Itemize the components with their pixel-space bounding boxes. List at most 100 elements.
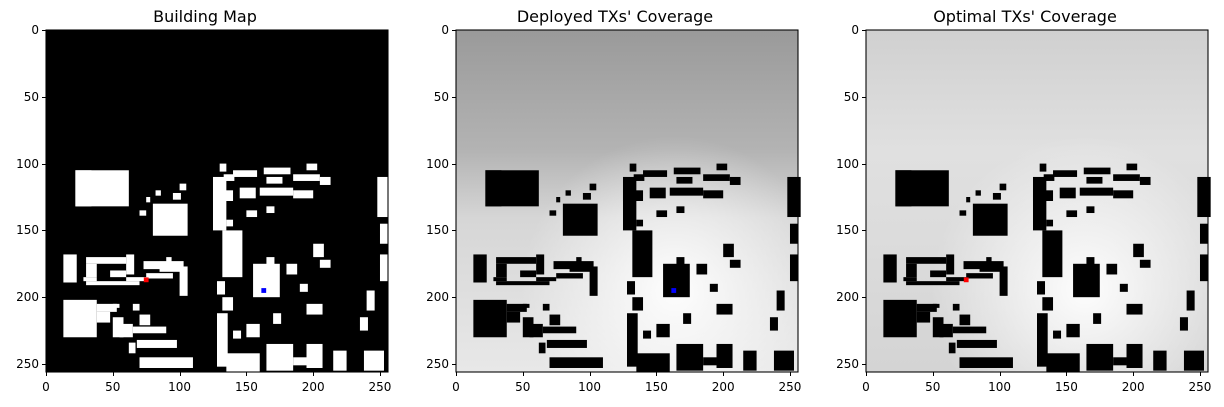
- x-tick-label: 0: [42, 380, 50, 394]
- building-cell: [676, 176, 693, 184]
- building-cell: [1113, 357, 1127, 366]
- x-tick-label: 150: [1054, 380, 1078, 394]
- building-cell: [627, 281, 636, 295]
- building-cell: [975, 190, 981, 196]
- building-cell: [63, 254, 77, 283]
- x-tick-label: 250: [1188, 380, 1212, 394]
- building-cell: [776, 290, 785, 311]
- building-cell: [906, 263, 917, 278]
- building-cell: [773, 350, 794, 371]
- building-cell: [217, 313, 228, 367]
- x-tick-label: 150: [644, 380, 668, 394]
- panel-title: Building Map: [153, 7, 257, 26]
- building-cell: [166, 257, 172, 263]
- plot-area: [45, 29, 391, 373]
- building-cell: [1113, 174, 1140, 181]
- building-cell: [629, 163, 637, 172]
- building-cell: [589, 266, 598, 296]
- y-tick-label: 200: [426, 290, 449, 305]
- building-cell: [485, 170, 502, 207]
- building-cell: [493, 277, 507, 282]
- building-cell: [979, 267, 1007, 272]
- building-cell: [520, 270, 537, 278]
- building-cell: [86, 281, 140, 286]
- building-cell: [506, 311, 521, 323]
- building-cell: [239, 187, 256, 199]
- deployed-coverage-image: [455, 29, 801, 373]
- building-cell: [116, 176, 128, 188]
- axes-frame: [865, 29, 1209, 373]
- building-cell: [1153, 350, 1167, 371]
- building-cell: [1126, 303, 1143, 315]
- building-cell: [549, 357, 603, 368]
- building-cell: [556, 196, 561, 203]
- y-tick-label: 0: [31, 23, 39, 37]
- building-cell: [1179, 317, 1188, 331]
- x-tick-mark: [522, 372, 524, 376]
- building-cell: [895, 170, 912, 207]
- x-tick-label: 50: [925, 380, 941, 394]
- building-cell: [259, 187, 294, 196]
- building-cell: [696, 263, 708, 275]
- building-cell: [363, 350, 384, 371]
- y-tick-label: 100: [16, 156, 39, 171]
- building-cell: [1093, 313, 1102, 324]
- x-tick-label: 250: [778, 380, 802, 394]
- building-cell: [212, 190, 234, 201]
- building-cell: [266, 257, 275, 266]
- y-tick-label: 100: [836, 156, 859, 171]
- x-tick-mark: [932, 372, 934, 376]
- axes-frame: [455, 29, 799, 373]
- building-cell: [906, 281, 960, 286]
- building-cell: [1053, 330, 1062, 339]
- building-cell: [986, 257, 992, 263]
- x-tick-label: 200: [1121, 380, 1145, 394]
- y-tick-label: 150: [836, 223, 859, 238]
- building-cell: [930, 270, 947, 278]
- x-tick-mark: [456, 372, 457, 376]
- y-tick-label: 150: [426, 223, 449, 238]
- building-cell: [136, 339, 177, 348]
- building-cell: [716, 343, 733, 368]
- building-cell: [128, 342, 136, 354]
- building-cell: [959, 210, 967, 216]
- building-cell: [306, 343, 323, 368]
- building-cell: [1046, 219, 1054, 227]
- building-cell: [569, 267, 597, 272]
- building-cell: [1126, 343, 1143, 368]
- building-cell: [787, 176, 801, 218]
- building-cell: [179, 183, 187, 191]
- building-cell: [1126, 163, 1138, 171]
- x-tick-label: 50: [105, 380, 121, 394]
- building-cell: [906, 257, 947, 264]
- building-cell: [1083, 167, 1111, 175]
- building-cell: [172, 192, 181, 200]
- axes-frame: [45, 29, 389, 373]
- building-cell: [1066, 210, 1078, 218]
- building-cell: [86, 257, 127, 264]
- building-cell: [179, 266, 188, 296]
- building-cell: [112, 303, 120, 308]
- building-cell: [139, 314, 151, 326]
- building-cell: [1133, 243, 1144, 258]
- building-cell: [522, 317, 534, 338]
- building-cell: [96, 303, 117, 312]
- panel-title: Optimal TXs' Coverage: [933, 7, 1117, 26]
- building-cell: [139, 210, 147, 216]
- building-cell: [233, 170, 258, 177]
- building-cell: [952, 303, 960, 311]
- building-cell: [212, 176, 227, 231]
- building-cell: [936, 176, 948, 188]
- building-cell: [1037, 281, 1046, 295]
- building-cell: [926, 186, 933, 203]
- building-cell: [143, 261, 184, 270]
- building-cell: [1183, 350, 1204, 371]
- building-cell: [703, 190, 724, 199]
- building-cell: [377, 176, 391, 218]
- y-tick-mark: [452, 163, 456, 165]
- building-cell: [1032, 176, 1047, 231]
- y-tick-label: 200: [836, 290, 859, 305]
- building-cell: [972, 203, 1008, 236]
- building-map-image: [45, 29, 391, 373]
- building-cell: [132, 303, 140, 311]
